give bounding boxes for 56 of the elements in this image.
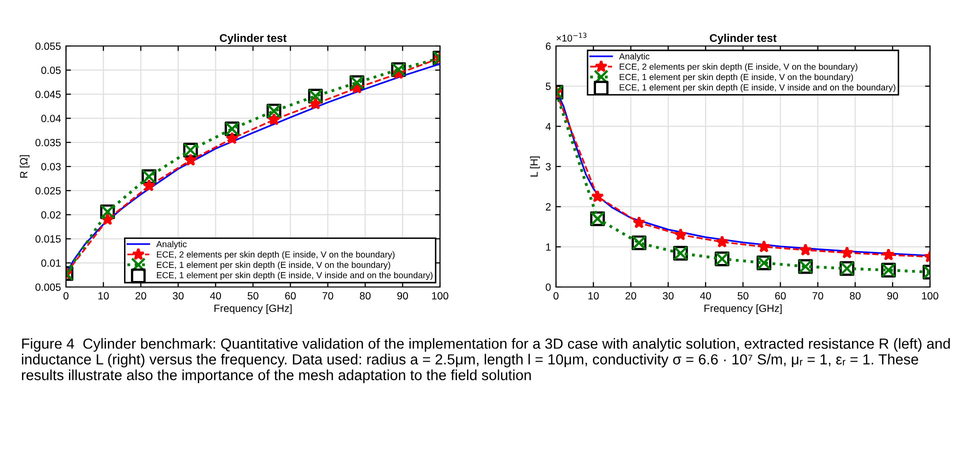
- x-tick-label: 40: [700, 292, 711, 300]
- x-tick-label: 0: [64, 292, 68, 300]
- y-tick-label: 6: [546, 42, 551, 50]
- y-axis-title: R [Ω]: [20, 155, 30, 178]
- text: ×10$^{−13}$: [556, 32, 586, 42]
- legend-label: ECE, 1 element per skin depth (E inside, V on the boundary): [156, 262, 390, 270]
- legend-label: ECE, 1 element per skin depth (E inside, V inside and on the boundary): [620, 84, 896, 92]
- y-tick-label: 0.01: [41, 259, 61, 267]
- x-tick-label: 20: [626, 292, 636, 300]
- x-tick-label: 30: [662, 292, 674, 300]
- x-tick-label: 60: [775, 292, 786, 300]
- chart-title: Cylinder test: [710, 34, 777, 44]
- x-tick-label: 10: [98, 292, 109, 300]
- x-tick-label: 10: [588, 292, 599, 300]
- x-tick-label: 70: [812, 292, 824, 300]
- x-tick-label: 20: [136, 292, 146, 300]
- legend-label: ECE, 1 element per skin depth (E inside, V inside and on the boundary): [156, 272, 432, 280]
- x-tick-label: 60: [285, 292, 296, 300]
- y-tick-label: 0.005: [35, 284, 61, 291]
- x-axis-title: Frequency [GHz]: [704, 304, 782, 314]
- x-tick-label: 40: [210, 292, 221, 300]
- y-tick-label: 3: [546, 163, 551, 170]
- x-tick-label: 100: [432, 292, 448, 300]
- x-tick-label: 80: [850, 292, 861, 300]
- y-tick-label: 0.05: [41, 66, 61, 74]
- y-tick-label: 4: [546, 122, 551, 130]
- legend-label: ECE, 2 elements per skin depth (E inside, V on the boundary): [620, 63, 858, 72]
- legend-label: Analytic: [156, 240, 187, 249]
- y-tick-label: 0.04: [41, 114, 61, 122]
- y-tick-label: 0.025: [35, 187, 61, 194]
- y-tick-label: 0.015: [35, 235, 61, 243]
- x-tick-label: 0: [554, 292, 558, 300]
- y-tick-label: 0.055: [35, 42, 61, 50]
- x-tick-label: 30: [172, 292, 184, 300]
- x-tick-label: 100: [922, 292, 938, 300]
- x-tick-label: 70: [322, 292, 334, 300]
- y-tick-label: 1: [546, 243, 551, 251]
- y-tick-label: 2: [546, 203, 551, 210]
- y-tick-label: 0.045: [35, 90, 61, 98]
- y-tick-label: 0.02: [41, 211, 61, 219]
- x-tick-label: 50: [738, 292, 748, 300]
- y-tick-label: 0: [546, 284, 551, 291]
- y-tick-label: 0.03: [41, 163, 61, 170]
- y-axis-title: L [H]: [530, 156, 540, 176]
- x-tick-label: 80: [360, 292, 371, 300]
- legend-label: ECE, 1 element per skin depth (E inside, V on the boundary): [620, 74, 853, 82]
- legend-label: Analytic: [619, 53, 650, 62]
- x-tick-label: 50: [248, 292, 258, 300]
- x-tick-label: 90: [887, 292, 898, 300]
- x-axis-title: Frequency [GHz]: [214, 304, 292, 314]
- caption: Figure 4 Cylinder benchmark: Quantitative validation of the implementation for a 3D case with analytic solution, extracted resistance R (left) and inductance L (right) versus the frequency. Data used: radius a = 2.5μm, length l = 10μm, conductivity σ = 6.6 · 10⁷ S/m, μᵣ = 1, εᵣ = 1. These results illustrate also the importance of the mesh adaptation to the field solution: [22, 338, 950, 384]
- chart-title: Cylinder test: [220, 34, 287, 44]
- x-tick-label: 90: [397, 292, 408, 300]
- y-tick-label: 0.035: [35, 138, 61, 146]
- legend-label: ECE, 2 elements per skin depth (E inside, V on the boundary): [156, 251, 395, 260]
- y-tick-label: 5: [546, 82, 551, 90]
